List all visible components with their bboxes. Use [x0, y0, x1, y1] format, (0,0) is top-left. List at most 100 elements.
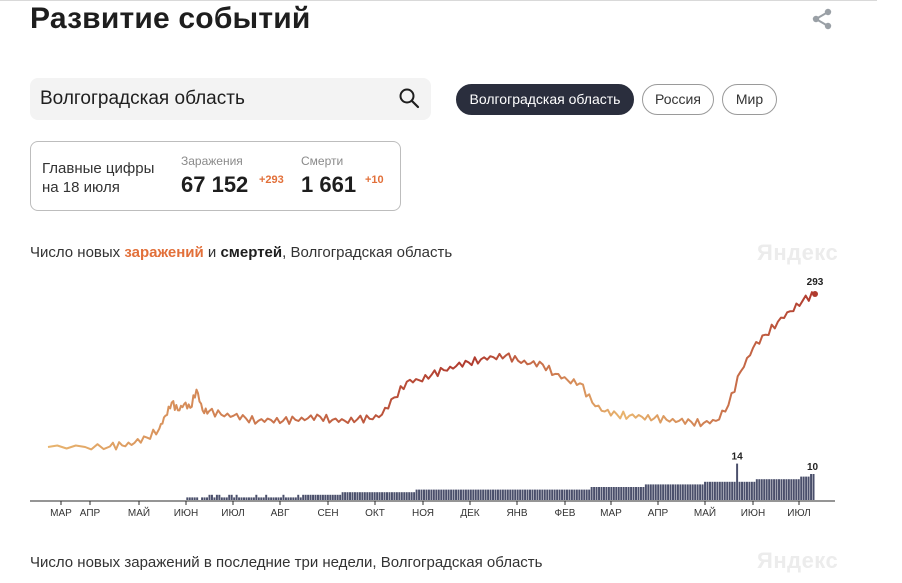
x-tick-label: МАЙ	[694, 506, 716, 519]
x-tick-label: МАР	[50, 508, 72, 519]
deaths-bar	[492, 489, 494, 500]
deaths-bar	[220, 497, 223, 500]
deaths-bar	[644, 484, 647, 500]
deaths-bar	[435, 489, 438, 500]
deaths-bar	[755, 479, 758, 500]
deaths-bar	[694, 484, 697, 500]
share-icon[interactable]	[810, 8, 834, 30]
deaths-bar	[745, 481, 748, 500]
deaths-bar	[235, 494, 238, 500]
deaths-bar	[324, 494, 327, 500]
deaths-bar	[487, 489, 490, 500]
deaths-bar	[637, 487, 640, 500]
deaths-bar	[516, 489, 519, 500]
search-input[interactable]: Волгоградская область	[40, 88, 245, 109]
tab-volgograd[interactable]: Волгоградская область	[456, 84, 634, 115]
infections-label: Заражения	[181, 154, 243, 168]
deaths-bar	[553, 489, 556, 500]
deaths-bar	[548, 489, 551, 500]
deaths-label: Смерти	[301, 154, 344, 168]
deaths-bar	[708, 481, 711, 500]
deaths-bar	[368, 492, 371, 500]
deaths-bar	[376, 492, 379, 500]
deaths-bar	[795, 479, 798, 500]
deaths-delta: +10	[365, 174, 384, 186]
deaths-bar	[662, 484, 665, 500]
deaths-bar	[247, 497, 250, 500]
deaths-bar	[556, 489, 559, 500]
deaths-bar	[425, 489, 428, 500]
deaths-bar	[546, 489, 549, 500]
deaths-bar	[450, 489, 453, 500]
deaths-bar	[529, 489, 531, 500]
deaths-bar	[511, 489, 514, 500]
deaths-bar	[773, 479, 776, 500]
deaths-bar	[669, 484, 672, 500]
deaths-bar	[625, 487, 628, 500]
annotation-label-infections: 293	[807, 277, 824, 288]
deaths-bar	[598, 487, 601, 500]
search-icon[interactable]	[398, 87, 420, 109]
deaths-bar	[701, 484, 704, 500]
deaths-bar	[405, 492, 408, 500]
deaths-bar	[733, 481, 736, 500]
deaths-bar	[312, 494, 315, 500]
deaths-bar	[479, 489, 482, 500]
deaths-bar	[499, 489, 502, 500]
deaths-bar	[284, 497, 287, 500]
deaths-bar	[437, 489, 440, 500]
deaths-bar	[706, 481, 709, 500]
deaths-bar	[250, 497, 253, 500]
x-tick-label: ИЮН	[741, 508, 766, 519]
deaths-bar	[420, 489, 423, 500]
deaths-bar	[430, 489, 433, 500]
deaths-bar	[790, 479, 793, 500]
deaths-bar	[410, 492, 413, 500]
deaths-bar	[336, 494, 339, 500]
deaths-bar	[252, 497, 255, 500]
deaths-bar	[738, 481, 741, 500]
annotation-label-deaths: 14	[732, 452, 744, 463]
deaths-bar	[672, 484, 674, 500]
tab-world[interactable]: Мир	[722, 84, 777, 115]
deaths-bar	[334, 494, 337, 500]
deaths-bar	[617, 487, 620, 500]
x-tick-label: НОЯ	[412, 508, 434, 519]
deaths-bar	[418, 489, 421, 500]
deaths-bar	[275, 497, 278, 500]
deaths-bar	[240, 497, 243, 500]
deaths-bar	[351, 492, 354, 500]
deaths-bar	[356, 492, 359, 500]
deaths-bar	[228, 494, 231, 500]
deaths-bar	[533, 489, 536, 500]
deaths-bar	[309, 494, 312, 500]
deaths-bar	[758, 479, 761, 500]
key-figures-card: Главные цифры на 18 июля Заражения 67 15…	[30, 141, 401, 211]
deaths-bar	[302, 494, 305, 500]
deaths-bar	[245, 497, 248, 500]
deaths-bar	[728, 481, 731, 500]
deaths-bar	[371, 492, 374, 500]
deaths-bar	[193, 497, 196, 500]
deaths-bar	[667, 484, 670, 500]
deaths-bar	[457, 489, 460, 500]
region-search[interactable]: Волгоградская область	[30, 78, 431, 120]
deaths-bar	[188, 497, 191, 500]
deaths-bar	[280, 497, 282, 500]
infections-delta: +293	[259, 174, 284, 186]
deaths-bar	[575, 489, 578, 500]
deaths-bar	[509, 489, 512, 500]
x-tick-label: МАР	[600, 508, 622, 519]
deaths-bar	[223, 497, 226, 500]
deaths-bar	[381, 492, 384, 500]
deaths-bar	[531, 489, 534, 500]
deaths-bar	[445, 489, 448, 500]
deaths-bar	[580, 489, 583, 500]
deaths-bar	[652, 484, 655, 500]
chart-title-deaths: смертей	[220, 244, 283, 261]
tab-russia[interactable]: Россия	[642, 84, 714, 115]
deaths-bar	[570, 489, 573, 500]
deaths-bar	[743, 481, 746, 500]
deaths-bar	[778, 479, 780, 500]
deaths-bar	[403, 492, 406, 500]
